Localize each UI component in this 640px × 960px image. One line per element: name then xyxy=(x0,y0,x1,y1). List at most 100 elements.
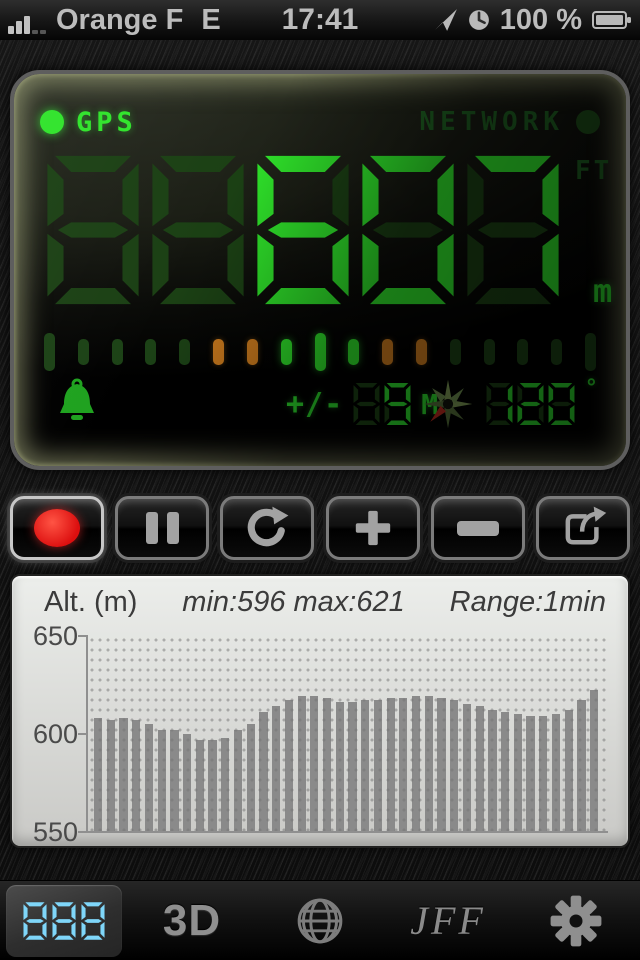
altitude-bar xyxy=(310,696,319,831)
signal-strength-icon xyxy=(8,15,46,37)
tab-3d-label: 3D xyxy=(162,895,222,945)
altitude-bar xyxy=(386,698,395,831)
gps-label: GPS xyxy=(76,106,137,138)
battery-icon xyxy=(592,11,631,29)
variometer-tick xyxy=(449,339,461,365)
zoom-out-button[interactable] xyxy=(430,496,525,560)
variometer-tick xyxy=(280,339,292,365)
altitude-bar xyxy=(462,704,472,831)
alarm-bell-icon[interactable] xyxy=(54,378,100,426)
clock-time: 17:41 xyxy=(281,3,359,36)
altitude-bar xyxy=(195,739,204,831)
altitude-bar xyxy=(272,706,281,831)
ytick-650: 650 xyxy=(32,621,78,651)
pause-icon xyxy=(145,512,179,544)
altitude-bar xyxy=(132,720,141,831)
altitude-bar xyxy=(590,690,599,831)
altitude-bar xyxy=(361,700,370,831)
alarm-clock-icon xyxy=(468,10,489,30)
accuracy-prefix: +/- xyxy=(286,386,344,422)
pause-button[interactable] xyxy=(115,496,210,560)
variometer-tick xyxy=(585,333,596,371)
variometer-tick xyxy=(314,333,326,371)
export-button[interactable] xyxy=(535,496,630,560)
lcd-888-icon xyxy=(21,900,108,942)
altitude-bar xyxy=(246,724,255,831)
network-status-lamp xyxy=(576,110,600,134)
variometer-tick xyxy=(348,339,360,365)
variometer-tick xyxy=(145,339,157,365)
variometer-tick xyxy=(213,339,225,365)
altitude-bar xyxy=(539,716,548,831)
gear-icon xyxy=(550,895,602,946)
altitude-bar xyxy=(170,730,179,831)
altitude-bar xyxy=(551,714,561,831)
lcd-tick-bar xyxy=(40,332,600,372)
chart-bars xyxy=(94,635,599,831)
signal-bar xyxy=(16,20,22,34)
chart-minmax-label: min:596 max:621 xyxy=(182,586,405,618)
altitude-bar xyxy=(526,716,535,831)
altitude-bar xyxy=(577,700,586,831)
status-bar: Orange F E 17:41 100 % xyxy=(0,0,640,40)
battery-percent-label: 100 % xyxy=(499,3,582,36)
heading-seven-segment xyxy=(484,382,577,426)
altitude-bar xyxy=(475,706,484,831)
tab-map[interactable] xyxy=(256,881,384,960)
variometer-tick xyxy=(517,339,529,365)
altitude-bar xyxy=(259,712,268,831)
chart-ylabel: Alt. (m) xyxy=(44,586,138,618)
altitude-bar xyxy=(335,702,344,831)
gps-status-lamp xyxy=(40,110,64,134)
network-label: NETWORK xyxy=(419,107,564,137)
altitude-bar xyxy=(284,700,293,831)
globe-icon xyxy=(297,898,343,943)
tab-altimeter[interactable] xyxy=(0,881,128,960)
altitude-bar xyxy=(106,720,115,831)
variometer-tick xyxy=(179,339,191,365)
record-button[interactable] xyxy=(10,496,104,560)
tab-jff-label: JFF xyxy=(410,898,486,943)
variometer-tick xyxy=(415,339,427,365)
accuracy-seven-segment xyxy=(351,382,413,426)
unit-feet-label: FT xyxy=(575,156,613,186)
altitude-bar xyxy=(221,737,230,831)
plus-icon xyxy=(355,510,390,546)
variometer-tick xyxy=(77,339,89,365)
altitude-bar xyxy=(437,698,446,831)
chart-range-label: Range:1min xyxy=(449,586,606,618)
reset-button[interactable] xyxy=(220,496,315,560)
signal-bar xyxy=(40,29,46,34)
record-icon xyxy=(34,509,80,547)
tab-bar: 3D JFF xyxy=(0,880,640,960)
signal-bar xyxy=(8,25,14,34)
signal-bar xyxy=(32,29,38,34)
altitude-seven-segment-display xyxy=(40,154,565,306)
altitude-bar xyxy=(322,698,332,831)
altitude-bar xyxy=(208,739,217,831)
altitude-bar xyxy=(411,696,421,831)
ytick-600: 600 xyxy=(32,719,78,749)
variometer-tick xyxy=(246,339,258,365)
network-type-label: E xyxy=(201,3,221,36)
tab-jff[interactable]: JFF xyxy=(384,881,512,960)
variometer-tick xyxy=(483,339,495,365)
altitude-bar xyxy=(144,724,154,831)
altitude-bar xyxy=(348,702,357,831)
compass-icon xyxy=(423,379,473,429)
altitude-bar xyxy=(233,730,243,831)
zoom-in-button[interactable] xyxy=(325,496,420,560)
altitude-bar xyxy=(488,710,497,831)
carrier-label: Orange F xyxy=(56,3,184,36)
ytick-550: 550 xyxy=(32,817,78,847)
degree-symbol: ° xyxy=(584,376,598,401)
altitude-bar xyxy=(183,734,192,831)
minus-icon xyxy=(456,520,499,536)
tab-settings[interactable] xyxy=(512,881,640,960)
variometer-tick xyxy=(111,339,123,365)
altitude-bar xyxy=(373,700,383,831)
lcd-altimeter-display: GPS NETWORK FT m +/- M xyxy=(10,70,630,470)
tab-3d[interactable]: 3D xyxy=(128,881,256,960)
signal-bar xyxy=(24,15,30,34)
altitude-chart-panel: Alt. (m) min:596 max:621 Range:1min 650 … xyxy=(10,574,630,848)
